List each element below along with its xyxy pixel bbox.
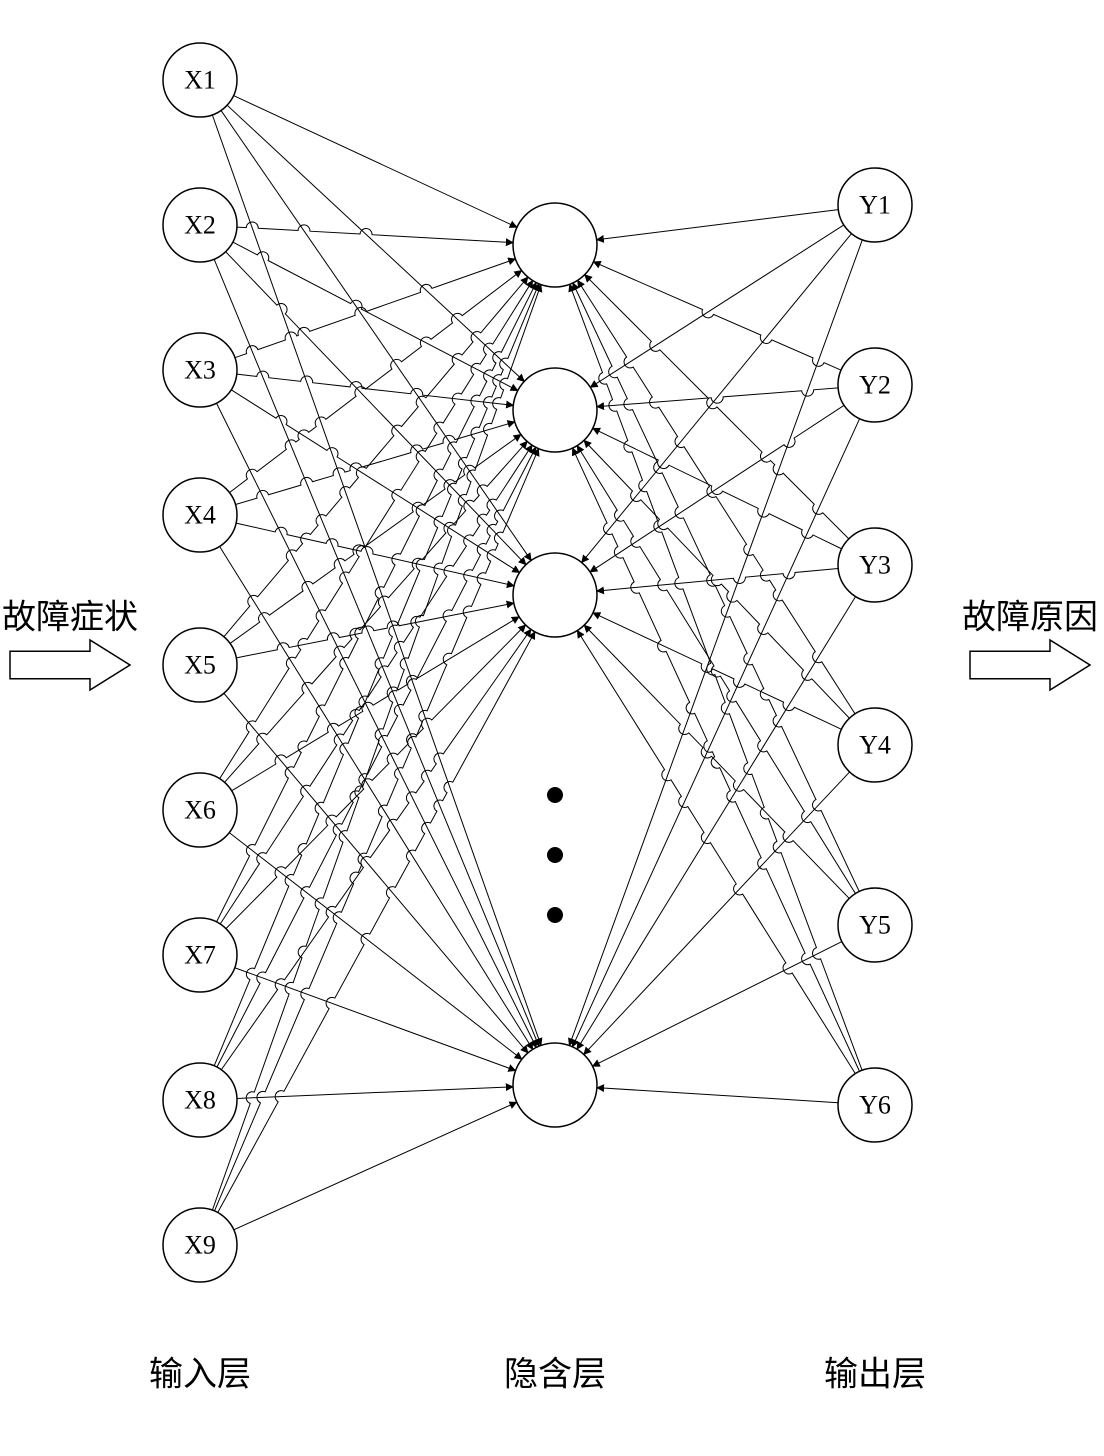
edge [584, 772, 850, 1054]
edge [577, 446, 855, 894]
neural-network-diagram: X1 X2 X3 X4 X5 X6 X7 X8 X9 Y1 Y2 Y3 Y4 Y5 Y6 故障症状 故障原因输入… [0, 0, 1104, 1456]
input-label: X6 [184, 796, 216, 825]
edge [237, 1087, 513, 1099]
ellipsis-dot [547, 847, 563, 863]
edge [217, 283, 537, 922]
output-label: Y3 [859, 551, 891, 580]
edge [569, 240, 862, 1046]
output-label: Y6 [859, 1091, 891, 1120]
edge [212, 285, 541, 1211]
output-label: Y4 [859, 731, 891, 760]
edge [224, 693, 528, 1053]
layer-label-output: 输出层 [824, 1356, 926, 1394]
edge [234, 1102, 517, 1230]
edge [220, 445, 532, 924]
edge [237, 222, 513, 243]
input-label: X7 [184, 941, 216, 970]
input-side-label: 故障症状 [2, 599, 138, 637]
edge [214, 284, 539, 1066]
edge [590, 225, 843, 387]
input-label: X9 [184, 1231, 216, 1260]
edge [217, 447, 536, 1067]
output-arrow [970, 640, 1090, 690]
edge [590, 405, 844, 572]
edge [234, 96, 517, 228]
edge [220, 546, 533, 1049]
hidden-node [513, 1043, 597, 1127]
input-label: X2 [184, 211, 216, 240]
edge [573, 448, 860, 1071]
edge [233, 242, 518, 390]
output-side-label: 故障原因 [962, 599, 1098, 637]
edge [226, 252, 526, 565]
edge [235, 259, 515, 358]
edge [584, 625, 849, 898]
output-label: Y1 [859, 191, 891, 220]
edge [597, 210, 839, 240]
edge [216, 403, 536, 1047]
edge [597, 1088, 838, 1103]
edge [593, 262, 841, 370]
edge [212, 115, 541, 1046]
edge [229, 270, 521, 492]
edge [570, 284, 862, 1070]
input-label: X5 [184, 651, 216, 680]
input-label: X8 [184, 1086, 216, 1115]
edge [578, 280, 855, 713]
edge [593, 613, 841, 729]
edge [226, 625, 526, 929]
edge [224, 277, 528, 637]
edge [577, 597, 856, 1050]
input-label: X3 [184, 356, 216, 385]
output-label: Y5 [859, 911, 891, 940]
output-label: Y2 [859, 371, 891, 400]
edge [235, 422, 514, 505]
input-label: X1 [184, 66, 216, 95]
edge [235, 968, 516, 1071]
hidden-node [513, 553, 597, 637]
ellipsis-dot [547, 787, 563, 803]
hidden-node [513, 203, 597, 287]
edge [232, 617, 519, 791]
input-label: X4 [184, 501, 216, 530]
layer-label-hidden: 隐含层 [504, 1356, 606, 1394]
edge [593, 942, 842, 1067]
edge [582, 234, 852, 563]
edge [577, 631, 855, 1074]
layer-label-input: 输入层 [149, 1356, 251, 1394]
hidden-node [513, 368, 597, 452]
edge [227, 105, 524, 381]
input-arrow [10, 640, 130, 690]
edge [237, 371, 513, 405]
nn-svg: X1 X2 X3 X4 X5 X6 X7 X8 X9 Y1 Y2 Y3 Y4 Y5 Y6 故障症状 故障原因输入… [0, 0, 1104, 1456]
edge [573, 283, 859, 892]
ellipsis-dot [547, 907, 563, 923]
edge [221, 629, 531, 1069]
